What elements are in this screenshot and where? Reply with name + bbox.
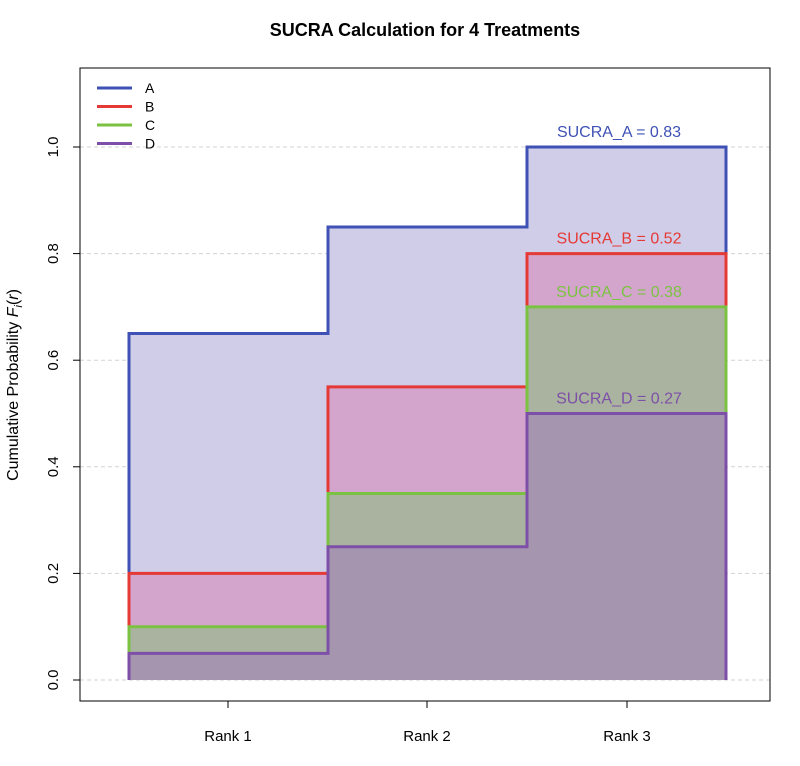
- y-axis-label-open-paren: (: [5, 299, 22, 305]
- y-tick-label: 0.0: [45, 670, 62, 691]
- legend-label-a: A: [145, 80, 155, 96]
- step-line-c: [127, 305, 728, 680]
- y-tick-label: 0.6: [45, 350, 62, 371]
- legend-label-b: B: [145, 99, 154, 115]
- x-tick-label: Rank 3: [603, 728, 651, 745]
- y-axis-label-arg: r: [5, 294, 22, 300]
- sucra-label-a: SUCRA_A = 0.83: [557, 124, 681, 141]
- sucra-label-d: SUCRA_D = 0.27: [556, 391, 682, 408]
- sucra-label-b: SUCRA_B = 0.52: [557, 231, 682, 248]
- y-axis-label-prefix: Cumulative Probability: [5, 317, 22, 481]
- y-axis-label-sub: i: [13, 305, 25, 308]
- y-axis-label-close-paren: ): [5, 289, 22, 294]
- legend-label-d: D: [145, 136, 155, 152]
- y-tick-label: 0.2: [45, 563, 62, 584]
- y-tick-label: 0.8: [45, 243, 62, 264]
- step-line-a: [127, 145, 728, 680]
- y-axis-label-func: F: [5, 306, 22, 317]
- legend-label-c: C: [145, 117, 155, 133]
- x-tick-label: Rank 1: [204, 728, 252, 745]
- plot-frame: [79, 67, 771, 702]
- y-tick-label: 1.0: [45, 137, 62, 158]
- line-layer: [127, 145, 728, 680]
- sucra-label-layer: SUCRA_A = 0.83 SUCRA_B = 0.52 SUCRA_C = 0.…: [556, 124, 682, 408]
- y-axis-label: Cumulative Probability Fi(r): [5, 289, 25, 481]
- chart-title: SUCRA Calculation for 4 Treatments: [270, 20, 580, 40]
- x-tick-label: Rank 2: [403, 728, 451, 745]
- y-tick-label: 0.4: [45, 456, 62, 477]
- step-line-b: [127, 252, 728, 680]
- step-line-d: [127, 412, 728, 680]
- axis-layer: 0.0 0.2 0.4 0.6 0.8 1.0 Rank 1 Rank 2 Rank 3: [45, 137, 651, 745]
- sucra-label-c: SUCRA_C = 0.38: [556, 284, 682, 301]
